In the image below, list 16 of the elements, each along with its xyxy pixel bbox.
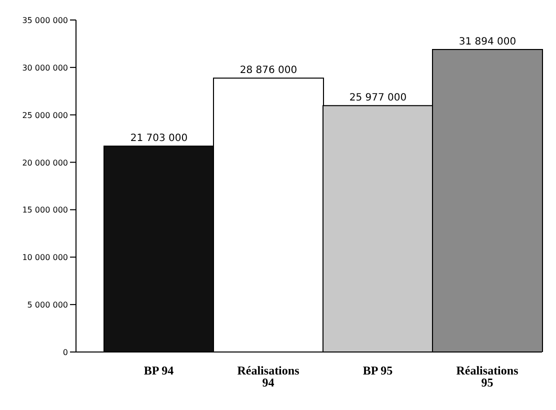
- y-tick-label: 20 000 000: [22, 158, 68, 168]
- y-tick-label: 5 000 000: [27, 300, 68, 310]
- data-label: 25 977 000: [349, 92, 407, 104]
- data-label: 31 894 000: [458, 36, 516, 48]
- x-tick-label: Réalisations 95: [456, 364, 519, 390]
- x-tick-label: BP 95: [362, 364, 393, 378]
- data-label: 28 876 000: [240, 65, 298, 76]
- y-tick-label: 35 000 000: [22, 16, 68, 25]
- y-tick-label: 15 000 000: [22, 206, 68, 215]
- y-tick-label: 10 000 000: [22, 253, 68, 262]
- y-tick-label: 0: [62, 348, 68, 357]
- x-tick-label: Réalisations 94: [237, 364, 300, 390]
- y-tick-label: 30 000 000: [22, 63, 68, 72]
- y-tick-label: 25 000 000: [22, 110, 68, 120]
- data-label: 21 703 000: [130, 133, 188, 144]
- x-tick-label: BP 94: [144, 364, 174, 378]
